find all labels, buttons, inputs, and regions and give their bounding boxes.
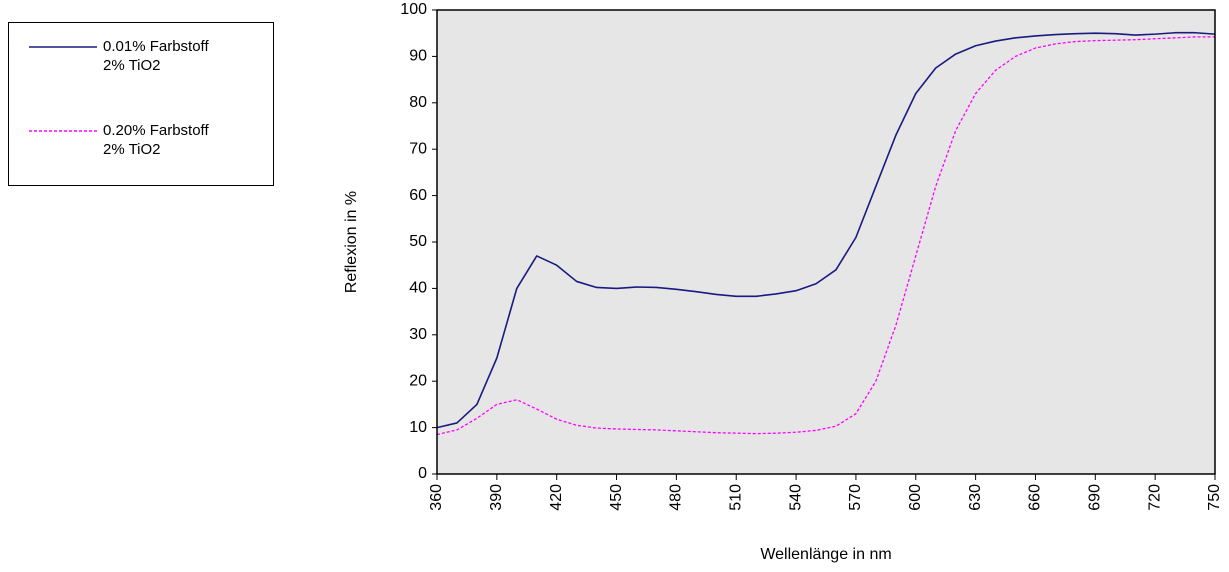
y-tick-label: 0 — [418, 465, 427, 482]
y-tick-label: 80 — [409, 94, 427, 111]
legend-label: 0.01% Farbstoff 2% TiO2 — [103, 38, 209, 74]
x-tick-label: 690 — [1087, 484, 1104, 511]
legend-swatch — [29, 130, 97, 132]
series-line — [436, 36, 1215, 436]
x-tick-label: 600 — [907, 484, 924, 511]
y-tick-label: 10 — [409, 419, 427, 436]
x-tick-label: 420 — [548, 484, 565, 511]
y-tick-label: 40 — [409, 280, 427, 297]
x-tick-label: 660 — [1027, 484, 1044, 511]
legend-item: 0.01% Farbstoff 2% TiO2 — [29, 37, 209, 75]
y-tick-label: 90 — [409, 48, 427, 65]
x-tick-label: 720 — [1146, 484, 1163, 511]
x-tick-label: 360 — [428, 484, 445, 511]
plot-area — [437, 10, 1215, 474]
y-tick-label: 70 — [409, 140, 427, 157]
x-tick-label: 630 — [967, 484, 984, 511]
y-axis-label: Reflexion in % — [343, 191, 360, 293]
x-tick-label: 450 — [608, 484, 625, 511]
legend-label: 0.20% Farbstoff 2% TiO2 — [103, 122, 209, 158]
y-tick-label: 60 — [409, 187, 427, 204]
x-axis-label: Wellenlänge in nm — [760, 546, 891, 563]
x-tick-label: 510 — [727, 484, 744, 511]
y-tick-label: 100 — [400, 1, 427, 18]
x-tick-label: 480 — [668, 484, 685, 511]
series-line — [436, 31, 1216, 429]
x-tick-label: 570 — [847, 484, 864, 511]
x-tick-label: 750 — [1206, 484, 1223, 511]
x-tick-label: 540 — [787, 484, 804, 511]
y-tick-label: 50 — [409, 233, 427, 250]
x-tick-label: 390 — [488, 484, 505, 511]
legend-item: 0.20% Farbstoff 2% TiO2 — [29, 121, 209, 159]
y-tick-label: 20 — [409, 372, 427, 389]
legend-swatch — [29, 46, 97, 48]
y-tick-label: 30 — [409, 326, 427, 343]
plot-border — [436, 9, 1216, 475]
legend: 0.01% Farbstoff 2% TiO2 0.20% Farbstoff 2… — [8, 22, 274, 186]
